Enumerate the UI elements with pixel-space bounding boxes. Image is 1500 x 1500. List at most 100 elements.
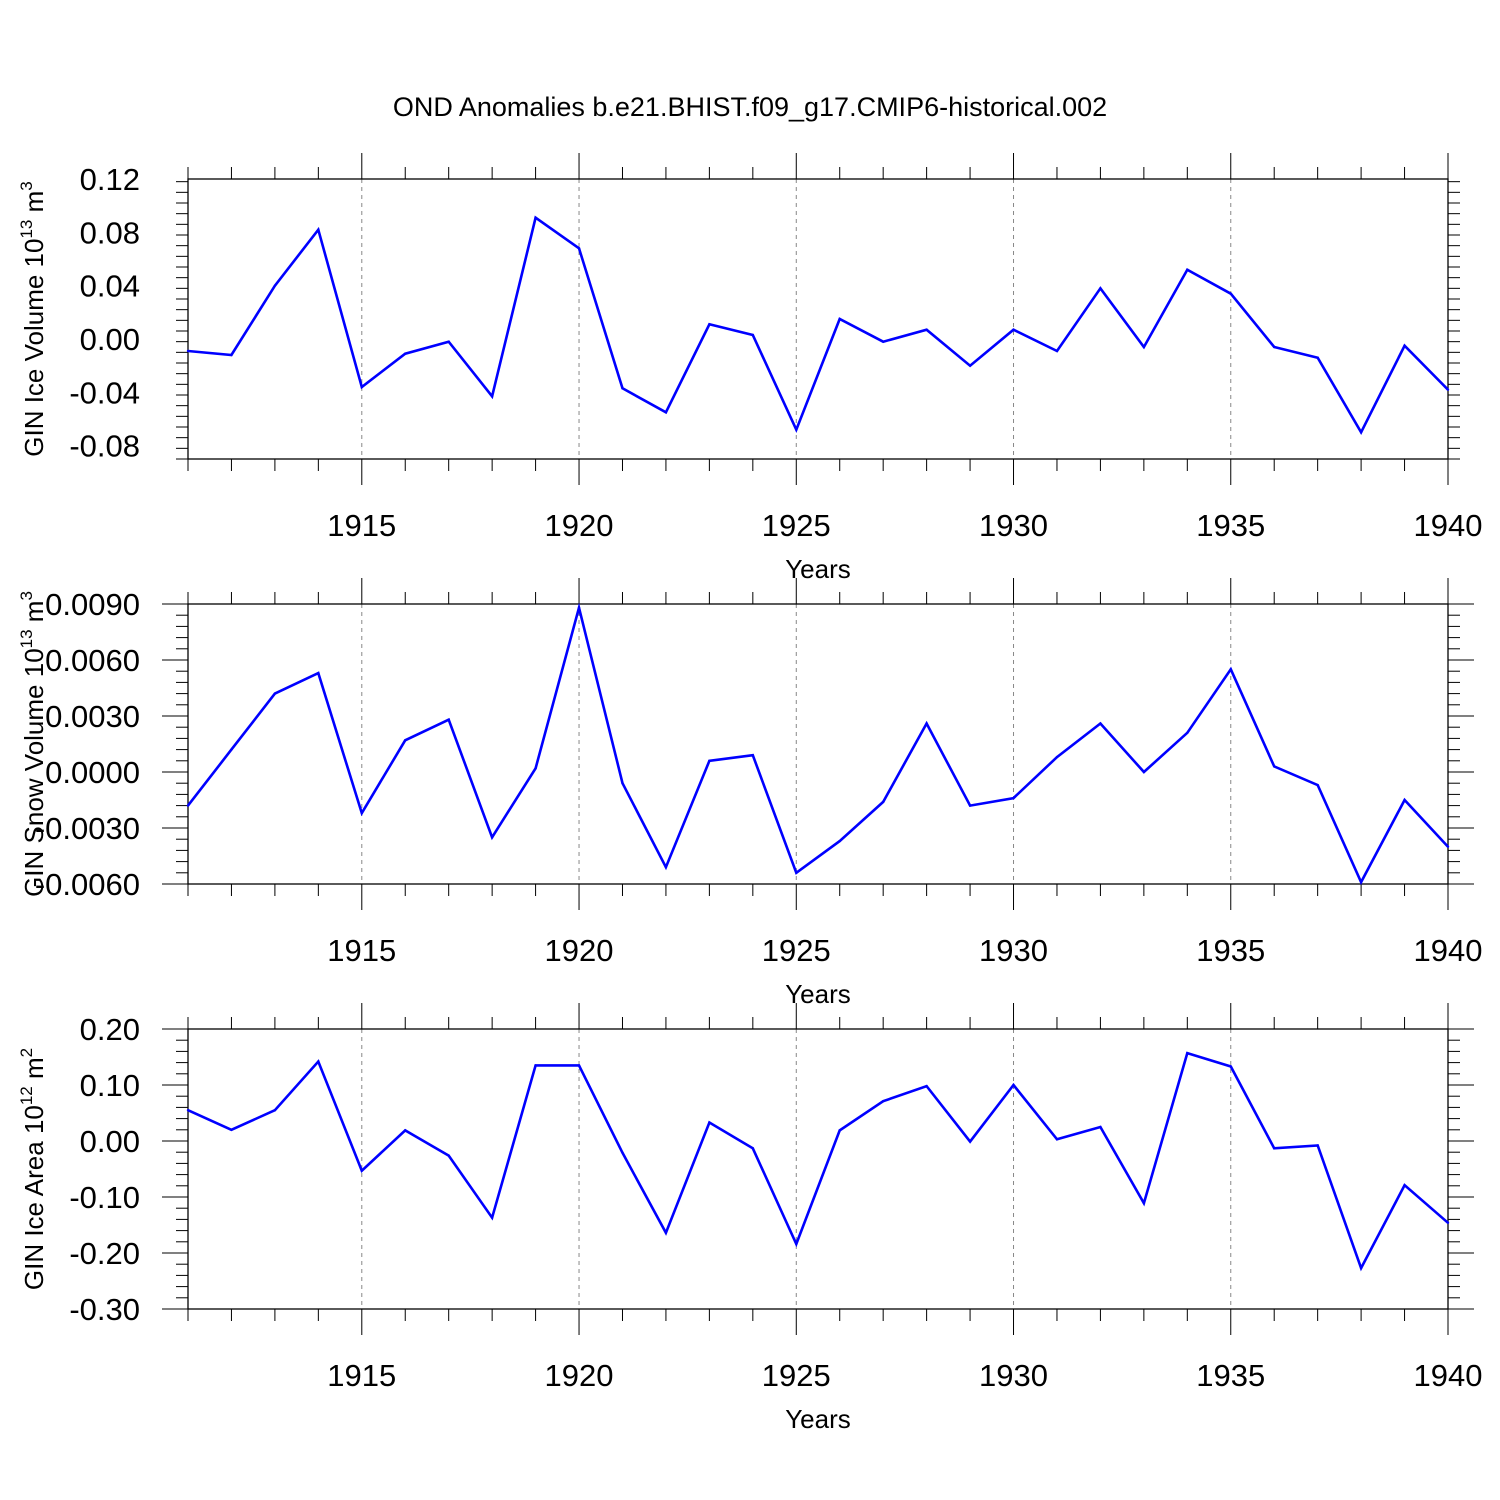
data-point [881,340,885,343]
data-point [708,759,711,762]
x-tick-label: 1925 [762,933,831,968]
x-tick-label: 1935 [1196,1358,1265,1393]
y-axis-label: GIN Ice Area 1012 m2 [17,1048,49,1290]
data-point [1186,731,1189,734]
y-tick-label: 0.12 [80,162,140,197]
data-point [186,349,190,353]
y-tick-label: 0.20 [80,1012,140,1047]
data-point [1099,1125,1102,1129]
data-point [1359,880,1363,884]
data-point [273,284,277,287]
data-point [404,352,407,355]
data-point [708,323,711,326]
data-point [1012,796,1015,800]
chart-panel-3: -0.30 -0.20 -0.10 0.00 0.10 0.20 1915 1920 1925 1… [17,1003,1482,1434]
data-point [1403,1184,1406,1187]
y-tick-label: -0.20 [69,1236,140,1271]
data-point [577,606,581,609]
data-point [1142,770,1146,774]
y-axis-label: GIN Snow Volume 1013 m3 [17,591,49,897]
data-point [490,1216,494,1219]
data-point [317,1060,320,1063]
chart-panel-2: -0.0060 -0.0030 0.0000 0.0030 0.0060 0.0090 19… [17,578,1482,1009]
data-point [1055,1138,1059,1141]
data-point [621,1151,624,1154]
data-point [1012,328,1015,331]
data-point [404,739,407,742]
data-point [360,811,363,815]
plot-frame [187,178,1449,460]
x-tick-label: 1930 [979,1358,1048,1393]
data-point [925,1084,928,1088]
x-tick-label: 1935 [1196,508,1265,543]
data-point [1316,783,1319,787]
data-point [664,1231,668,1235]
data-point [1359,1266,1363,1270]
panels: -0.08 -0.04 0.00 0.04 0.08 0.12 1915 1920 1925 19… [17,153,1482,1434]
x-tick-label: 1940 [1414,1358,1483,1393]
data-point [490,836,494,839]
y-tick-label: 0.00 [80,322,140,357]
data-point [751,754,755,757]
x-tick-label: 1930 [979,508,1048,543]
data-point [1446,388,1450,391]
x-tick-label: 1930 [979,933,1048,968]
data-point [881,800,885,804]
data-point [447,1154,450,1157]
data-point [1273,765,1276,768]
data-point [1359,431,1363,434]
data-point [1273,1147,1276,1150]
series-line [186,602,1449,886]
y-tick-label: 0.04 [80,269,140,304]
data-point [360,1169,363,1172]
data-point [968,364,972,367]
x-tick-label: 1920 [545,508,614,543]
data-point [1403,344,1406,347]
data-point [317,228,320,231]
data-point [968,804,972,807]
chart-panel-1: -0.08 -0.04 0.00 0.04 0.08 0.12 1915 1920 1925 19… [17,153,1482,584]
data-point [230,748,233,751]
data-point [881,1100,885,1103]
y-axis-label: GIN Ice Volume 1013 m3 [17,181,49,457]
data-point [1229,292,1232,295]
data-point [1229,668,1232,671]
data-point [577,1064,581,1067]
data-point [1099,722,1102,725]
x-tick-label: 1940 [1414,933,1483,968]
data-point [317,671,320,675]
data-point [1142,1201,1146,1205]
plot-frame [187,603,1449,885]
data-point [1012,1083,1015,1087]
data-point [186,804,190,807]
x-tick-label: 1920 [545,933,614,968]
data-point [1403,798,1406,802]
data-point [925,722,928,725]
y-tick-label: 0.08 [80,215,140,250]
data-point [447,340,450,343]
data-point [751,333,755,337]
data-point [404,1129,407,1132]
data-point [534,1064,537,1067]
x-tick-label: 1915 [327,1358,396,1393]
data-point [1273,345,1276,349]
figure-title: OND Anomalies b.e21.BHIST.f09_g17.CMIP6-… [393,92,1107,122]
x-tick-label: 1925 [762,508,831,543]
y-tick-label: -0.08 [69,429,140,464]
x-axis-label: Years [785,979,851,1009]
y-tick-label: -0.0060 [35,867,140,902]
data-point [1186,1051,1189,1055]
data-point [447,718,450,721]
data-point [1316,1144,1319,1147]
data-point [577,247,581,250]
data-point [1446,845,1450,848]
data-point [534,767,537,770]
data-point [273,692,277,695]
data-point [795,871,798,874]
y-tick-label: 0.0030 [45,699,140,734]
data-point [664,866,668,869]
data-point [708,1121,711,1124]
data-point [664,411,668,414]
data-point [186,1109,190,1112]
